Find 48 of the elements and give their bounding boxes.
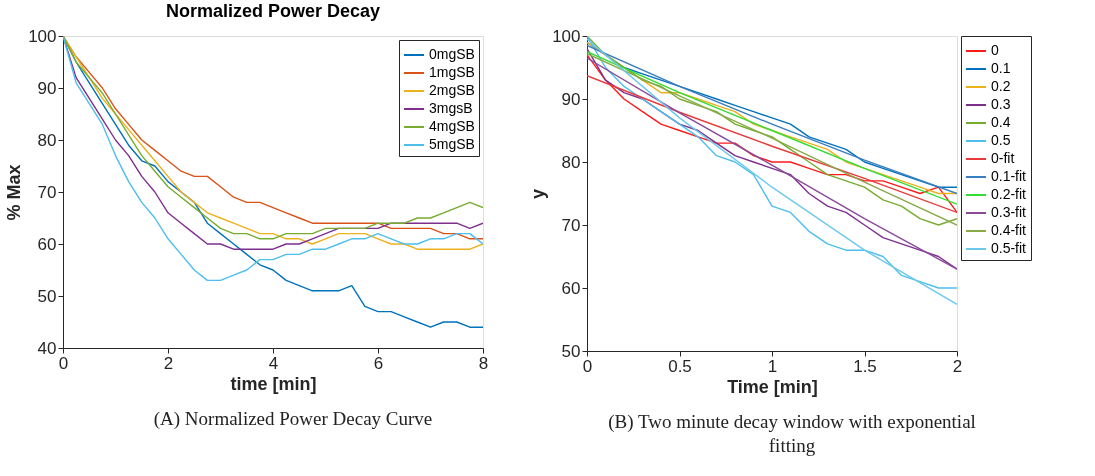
- x-tick-label: 4: [268, 353, 279, 373]
- y-tick-label: 40: [37, 338, 57, 358]
- x-tick-label: 1.5: [853, 356, 877, 376]
- y-tick-label: 80: [561, 152, 581, 172]
- y-tick-label: 100: [552, 26, 581, 46]
- legend-label: 0: [991, 42, 999, 58]
- legend-label: 0mgSB: [429, 46, 475, 62]
- legend-label: 3mgsB: [429, 100, 473, 116]
- x-tick-label: 1: [767, 356, 778, 376]
- chart-title: Normalized Power Decay: [165, 1, 381, 21]
- x-axis-title: Time [min]: [727, 376, 818, 397]
- legend-label: 0.5-fit: [991, 240, 1027, 256]
- text: (B) Two minute decay window with exponential fitting: [608, 411, 976, 456]
- x-tick-label: 8: [478, 353, 489, 373]
- y-tick-label: 70: [37, 182, 57, 202]
- legend-label: 0.4-fit: [991, 222, 1027, 238]
- y-tick-label: 100: [28, 26, 57, 46]
- legend-label: 0.3-fit: [991, 204, 1027, 220]
- legend-label: 0.3: [991, 96, 1011, 112]
- y-tick-label: 60: [37, 234, 57, 254]
- x-axis-title: time [min]: [230, 373, 317, 394]
- x-tick-label: 0: [58, 353, 69, 373]
- y-tick-label: 50: [561, 341, 581, 361]
- text: (A) Normalized Power Decay Curve: [153, 408, 433, 430]
- legend-label: 4mgSB: [429, 118, 475, 134]
- x-tick-label: 2: [163, 353, 174, 373]
- y-axis-title: y: [528, 188, 549, 200]
- legend-label: 0.2: [991, 78, 1011, 94]
- y-tick-label: 90: [561, 89, 581, 109]
- legend-label: 0.5: [991, 132, 1011, 148]
- y-tick-label: 50: [37, 286, 57, 306]
- x-tick-label: 2: [952, 356, 963, 376]
- legend-label: 0.4: [991, 114, 1011, 130]
- x-tick-label: 0: [582, 356, 593, 376]
- legend-label: 1mgSB: [429, 64, 475, 80]
- legend-label: 0-fit: [991, 150, 1015, 166]
- legend-label: 0.2-fit: [991, 186, 1027, 202]
- y-tick-label: 90: [37, 78, 57, 98]
- y-axis-title: % Max: [4, 164, 25, 221]
- y-tick-label: 70: [561, 215, 581, 235]
- legend-label: 0.1-fit: [991, 168, 1027, 184]
- x-tick-label: 0.5: [668, 356, 692, 376]
- y-tick-label: 60: [561, 278, 581, 298]
- y-tick-label: 80: [37, 130, 57, 150]
- legend-label: 2mgSB: [429, 82, 475, 98]
- legend-label: 0.1: [991, 60, 1011, 76]
- x-tick-label: 6: [373, 353, 384, 373]
- legend-label: 5mgSB: [429, 136, 475, 152]
